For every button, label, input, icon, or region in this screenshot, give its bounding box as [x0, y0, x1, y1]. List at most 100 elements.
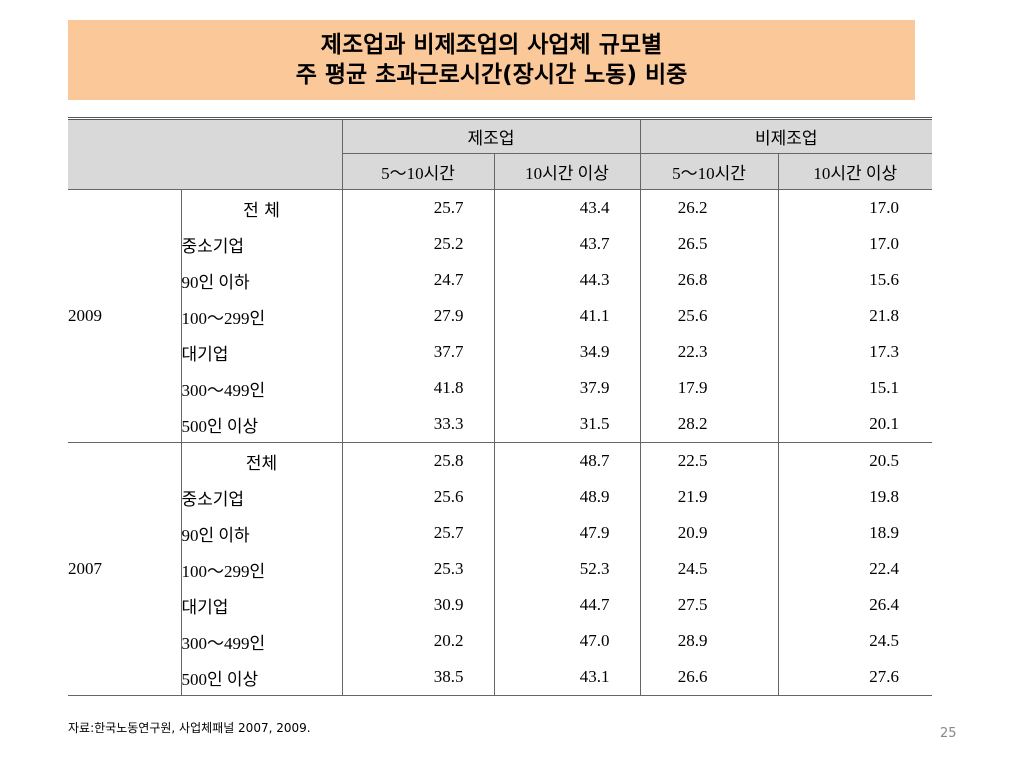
subheader-mfg-5-10: 5～10시간	[341, 153, 495, 190]
page-number: 25	[940, 726, 957, 741]
table-row: 2009 전 체 25.7 43.4 26.2 17.0	[68, 189, 933, 443]
value-cell: 25.6	[639, 298, 779, 334]
category-cell: 대기업	[180, 334, 343, 370]
category-cell: 300～499인	[180, 623, 343, 659]
category-cell: 중소기업	[180, 479, 343, 515]
value-cell: 20.9	[639, 515, 779, 551]
value-cell: 27.5	[639, 587, 779, 623]
value-cell: 25.6	[341, 479, 495, 515]
value-cell: 26.4	[777, 587, 933, 623]
value-cell: 20.5	[777, 442, 933, 479]
subheader-nonmfg-10-plus: 10시간 이상	[777, 153, 933, 190]
value-cell: 24.5	[639, 551, 779, 587]
value-cell: 37.7	[341, 334, 495, 370]
value-cell: 43.7	[493, 226, 641, 262]
value-cell: 24.5	[777, 623, 933, 659]
value-cell: 25.3	[341, 551, 495, 587]
value-cell: 17.3	[777, 334, 933, 370]
value-cell: 43.1	[493, 659, 641, 696]
value-cell: 19.8	[777, 479, 933, 515]
category-cell: 전 체	[180, 189, 343, 226]
value-cell: 15.1	[777, 370, 933, 406]
table-body: 2009 전 체 25.7 43.4 26.2 17.0 중소기업 25.2 43.7 26.5 1…	[68, 189, 933, 696]
subheader-nonmfg-5-10: 5～10시간	[639, 153, 779, 190]
category-cell: 300～499인	[180, 370, 343, 406]
table-row: 대기업 30.9 44.7 27.5 26.4	[68, 587, 933, 623]
value-cell: 37.9	[493, 370, 641, 406]
value-cell: 41.1	[493, 298, 641, 334]
value-cell: 22.5	[639, 442, 779, 479]
value-cell: 27.9	[341, 298, 495, 334]
value-cell: 26.2	[639, 189, 779, 226]
value-cell: 33.3	[341, 406, 495, 443]
value-cell: 27.6	[777, 659, 933, 696]
slide-title-line-1: 제조업과 비제조업의 사업체 규모별	[320, 32, 663, 58]
slide-title-box: 제조업과 비제조업의 사업체 규모별 주 평균 초과근로시간(장시간 노동) 비…	[68, 20, 915, 100]
value-cell: 48.7	[493, 442, 641, 479]
value-cell: 41.8	[341, 370, 495, 406]
value-cell: 47.9	[493, 515, 641, 551]
table-row: 100～299인 25.3 52.3 24.5 22.4	[68, 551, 933, 587]
category-cell: 100～299인	[180, 298, 343, 334]
value-cell: 20.2	[341, 623, 495, 659]
value-cell: 28.9	[639, 623, 779, 659]
subheader-mfg-10-plus: 10시간 이상	[493, 153, 641, 190]
value-cell: 25.8	[341, 442, 495, 479]
value-cell: 28.2	[639, 406, 779, 443]
value-cell: 22.3	[639, 334, 779, 370]
value-cell: 17.9	[639, 370, 779, 406]
table-row: 90인 이하 25.7 47.9 20.9 18.9	[68, 515, 933, 551]
value-cell: 48.9	[493, 479, 641, 515]
header-group-manufacturing: 제조업	[341, 118, 641, 154]
category-cell: 대기업	[180, 587, 343, 623]
value-cell: 18.9	[777, 515, 933, 551]
value-cell: 44.7	[493, 587, 641, 623]
category-cell: 중소기업	[180, 226, 343, 262]
value-cell: 52.3	[493, 551, 641, 587]
table-row: 90인 이하 24.7 44.3 26.8 15.6	[68, 262, 933, 298]
value-cell: 26.6	[639, 659, 779, 696]
category-cell: 90인 이하	[180, 515, 343, 551]
value-cell: 43.4	[493, 189, 641, 226]
value-cell: 21.9	[639, 479, 779, 515]
table-row: 중소기업 25.6 48.9 21.9 19.8	[68, 479, 933, 515]
value-cell: 17.0	[777, 226, 933, 262]
value-cell: 20.1	[777, 406, 933, 443]
table-row: 500인 이상 33.3 31.5 28.2 20.1	[68, 406, 933, 443]
table-row: 중소기업 25.2 43.7 26.5 17.0	[68, 226, 933, 262]
table-row: 300～499인 20.2 47.0 28.9 24.5	[68, 623, 933, 659]
table-row: 2007 전체 25.8 48.7 22.5 20.5	[68, 442, 933, 696]
value-cell: 22.4	[777, 551, 933, 587]
value-cell: 17.0	[777, 189, 933, 226]
source-footnote: 자료:한국노동연구원, 사업체패널 2007, 2009.	[68, 721, 311, 735]
value-cell: 30.9	[341, 587, 495, 623]
category-cell: 500인 이상	[180, 659, 343, 696]
year-cell: 2009	[68, 189, 182, 443]
year-cell: 2007	[68, 442, 182, 696]
table-row: 100～299인 27.9 41.1 25.6 21.8	[68, 298, 933, 334]
table-row: 300～499인 41.8 37.9 17.9 15.1	[68, 370, 933, 406]
header-group-non-manufacturing: 비제조업	[639, 118, 933, 154]
value-cell: 25.7	[341, 515, 495, 551]
value-cell: 25.7	[341, 189, 495, 226]
value-cell: 47.0	[493, 623, 641, 659]
category-cell: 90인 이하	[180, 262, 343, 298]
value-cell: 38.5	[341, 659, 495, 696]
header-corner-cell	[68, 118, 343, 190]
category-cell: 전체	[180, 442, 343, 479]
table-row: 500인 이상 38.5 43.1 26.6 27.6	[68, 659, 933, 696]
value-cell: 34.9	[493, 334, 641, 370]
value-cell: 21.8	[777, 298, 933, 334]
category-cell: 100～299인	[180, 551, 343, 587]
slide-title-line-2: 주 평균 초과근로시간(장시간 노동) 비중	[295, 62, 688, 88]
value-cell: 31.5	[493, 406, 641, 443]
value-cell: 24.7	[341, 262, 495, 298]
value-cell: 25.2	[341, 226, 495, 262]
value-cell: 26.5	[639, 226, 779, 262]
data-table: 제조업 비제조업 5～10시간 10시간 이상 5～10시간 10시간 이상 2…	[68, 117, 933, 696]
value-cell: 44.3	[493, 262, 641, 298]
value-cell: 26.8	[639, 262, 779, 298]
table-row: 대기업 37.7 34.9 22.3 17.3	[68, 334, 933, 370]
category-cell: 500인 이상	[180, 406, 343, 443]
value-cell: 15.6	[777, 262, 933, 298]
